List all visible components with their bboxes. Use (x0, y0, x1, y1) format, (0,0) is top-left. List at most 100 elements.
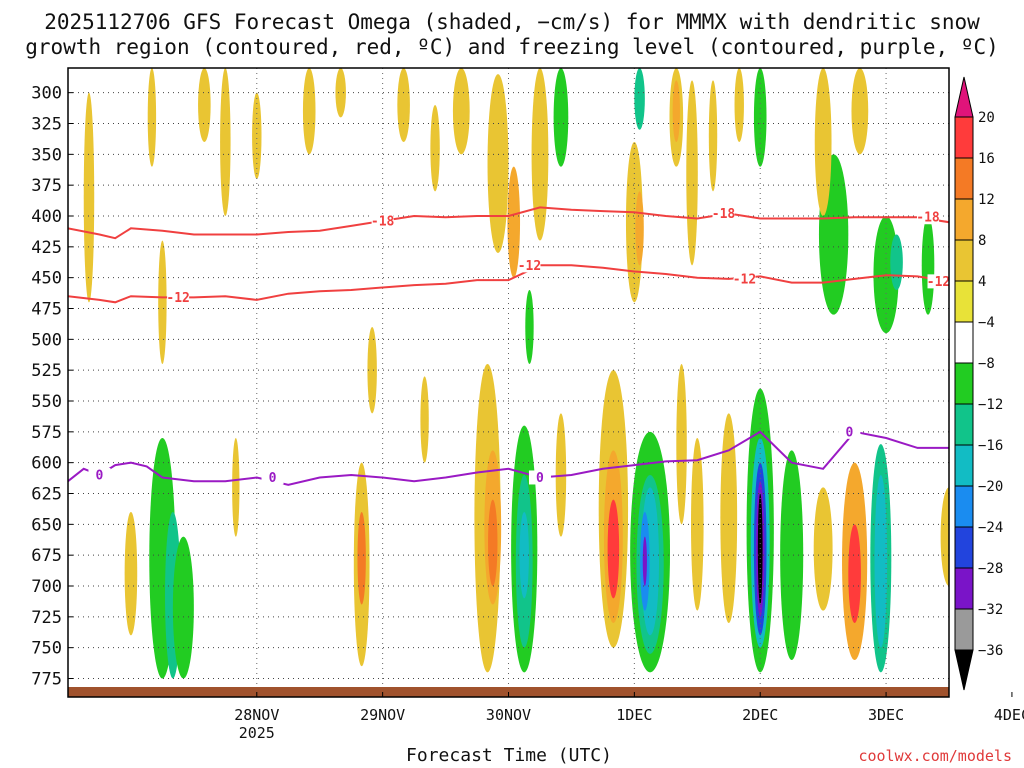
x-tick-label-4DEC: 4DEC (994, 706, 1024, 724)
omega-cell-34 (890, 234, 903, 290)
y-tick-label-525: 525 (31, 361, 62, 381)
colorbar-top-arrow (954, 76, 974, 118)
colorbar-swatch-7 (954, 403, 974, 446)
colorbar-label-12: −32 (978, 602, 1003, 618)
omega-cell-29 (848, 524, 861, 624)
colorbar-label-11: −28 (978, 561, 1003, 577)
omega-cell-60 (672, 80, 680, 142)
omega-cell-8 (488, 499, 498, 586)
omega-cell-5 (357, 512, 366, 605)
colorbar-swatch-5 (954, 321, 974, 364)
dendritic_minus12-label-bg-0 (167, 290, 190, 305)
y-tick-label-725: 725 (31, 608, 62, 628)
omega-cell-63 (753, 68, 767, 167)
x-tick-label-29NOV: 29NOV (360, 706, 405, 724)
omega-cell-62 (708, 80, 718, 192)
y-tick-label-450: 450 (31, 269, 62, 289)
x-tick-label-3DEC: 3DEC (868, 706, 904, 724)
colorbar-label-1: 16 (978, 151, 995, 167)
colorbar-label-6: −8 (978, 356, 995, 372)
chart-title-line-1: 2025112706 GFS Forecast Omega (shaded, −… (44, 10, 980, 34)
colorbar-label-10: −24 (978, 520, 1003, 536)
freezing_level_0-label-bg-2 (528, 470, 551, 485)
freezing_level_0-label-3: 0 (845, 425, 853, 440)
dendritic_minus12-label-1: -12 (518, 259, 541, 274)
y-tick-label-475: 475 (31, 300, 62, 320)
omega-cell-47 (676, 364, 687, 525)
dendritic_minus12-label-bg-3 (927, 274, 949, 289)
freezing_level_0-label-bg-3 (838, 424, 861, 439)
dendritic_minus18-label-bg-0 (371, 213, 394, 228)
omega-cell-46 (690, 437, 704, 611)
omega-cell-65 (814, 68, 832, 216)
y-tick-label-375: 375 (31, 176, 62, 196)
colorbar-label-2: 12 (978, 192, 995, 208)
colorbar-swatch-0 (954, 116, 974, 159)
colorbar-swatch-2 (954, 198, 974, 241)
colorbar-swatch-9 (954, 485, 974, 528)
omega-cell-39 (1005, 383, 1020, 451)
colorbar-swatch-11 (954, 567, 974, 610)
freezing_level_0-label-bg-0 (88, 468, 111, 482)
omega-cell-73 (430, 105, 440, 192)
credit-link[interactable]: coolwx.com/models (858, 747, 1012, 765)
omega-cell-74 (83, 92, 95, 303)
dendritic_minus12-label-2: -12 (733, 272, 756, 287)
y-tick-label-500: 500 (31, 330, 62, 350)
omega-cell-38 (997, 339, 1024, 487)
omega-cell-27 (780, 450, 804, 660)
colorbar-swatch-1 (954, 157, 974, 200)
omega-cell-61 (686, 80, 698, 266)
y-tick-label-750: 750 (31, 639, 62, 659)
colorbar-swatch-12 (954, 608, 974, 651)
omega-cell-41 (1007, 611, 1017, 667)
chart-title-line-2: growth region (contoured, red, ºC) and f… (25, 35, 999, 59)
y-tick-label-325: 325 (31, 115, 62, 135)
x-tick-label-30NOV: 30NOV (486, 706, 531, 724)
y-tick-label-700: 700 (31, 577, 62, 597)
y-tick-label-300: 300 (31, 84, 62, 104)
colorbar-label-8: −16 (978, 438, 1003, 454)
dendritic_minus18-label-2: -18 (916, 211, 940, 226)
colorbar-label-7: −12 (978, 397, 1003, 413)
colorbar-swatch-10 (954, 526, 974, 569)
freezing_level_0-label-bg-1 (261, 470, 284, 485)
y-tick-label-425: 425 (31, 238, 62, 258)
colorbar-swatch-4 (954, 280, 974, 323)
omega-cell-2 (172, 536, 194, 679)
omega-cell-53 (507, 166, 521, 278)
omega-cell-3 (124, 512, 138, 636)
omega-cell-50 (420, 376, 429, 463)
omega-cell-71 (335, 68, 346, 118)
y-tick-label-775: 775 (31, 670, 62, 690)
y-tick-label-550: 550 (31, 392, 62, 412)
omega-cell-44 (940, 487, 949, 586)
dendritic_minus12-label-bg-2 (733, 271, 756, 286)
omega-cell-75 (147, 68, 157, 167)
x-tick-label-28NOV: 28NOV (234, 706, 279, 724)
omega-cell-54 (531, 68, 549, 241)
omega-cell-12 (525, 290, 534, 364)
omega-cell-76 (158, 240, 167, 364)
y-tick-label-575: 575 (31, 423, 62, 443)
colorbar-label-0: 20 (978, 110, 995, 126)
colorbar-swatch-3 (954, 239, 974, 282)
omega-cell-77 (232, 438, 240, 537)
colorbar-label-5: −4 (978, 315, 995, 331)
colorbar-label-4: 4 (978, 274, 986, 290)
dendritic_minus18-label-1: -18 (712, 207, 736, 222)
x-tick-label-2DEC: 2DEC (742, 706, 778, 724)
omega-cell-57 (635, 191, 644, 266)
omega-cell-21 (720, 413, 738, 623)
y-tick-label-400: 400 (31, 207, 62, 227)
y-tick-label-675: 675 (31, 546, 62, 566)
omega-cell-64 (734, 68, 744, 142)
y-tick-label-350: 350 (31, 145, 62, 165)
omega-cell-69 (252, 92, 262, 179)
freezing_level_0-label-2: 0 (536, 471, 544, 486)
omega-cell-11 (519, 512, 529, 599)
omega-cell-31 (874, 474, 888, 648)
dendritic_minus12-label-0: -12 (166, 291, 189, 306)
omega-cell-58 (634, 68, 645, 130)
